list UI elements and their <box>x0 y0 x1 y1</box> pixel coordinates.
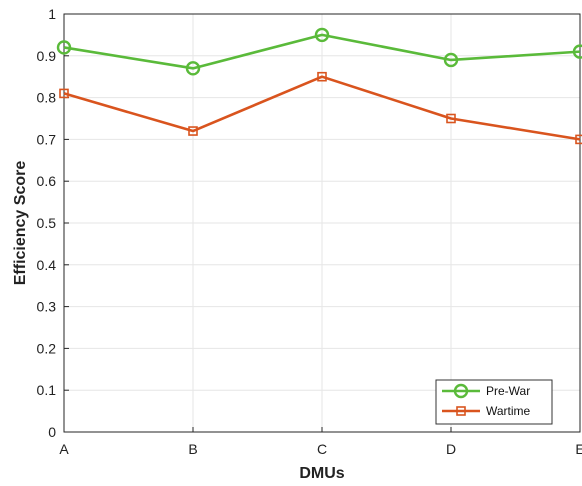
legend-marker <box>456 406 466 416</box>
y-tick-label: 0.2 <box>37 340 57 356</box>
series-wartime <box>59 71 582 145</box>
y-tick-label: 0.7 <box>37 131 57 147</box>
y-tick-label: 0.6 <box>37 173 57 189</box>
chart-legend: Pre-War Wartime <box>435 379 553 425</box>
x-axis-title: DMUs <box>299 465 344 482</box>
y-tick-label: 0.3 <box>37 299 57 315</box>
grid-lines <box>64 14 580 432</box>
legend-marker <box>453 383 469 399</box>
series-pre-war <box>56 27 582 76</box>
y-tick-label: 0 <box>48 424 56 440</box>
y-axis-title: Efficiency Score <box>12 161 29 286</box>
series-line <box>63 33 581 70</box>
legend-label: Pre-War <box>486 384 530 398</box>
y-tick-label: 0.1 <box>37 382 57 398</box>
x-tick-label: E <box>575 441 582 457</box>
data-point-circle <box>185 61 201 76</box>
y-tick-label: 0.8 <box>37 90 57 106</box>
x-tick-label: A <box>59 441 69 457</box>
x-tick-label: B <box>188 441 197 457</box>
axis-ticks: 0 0.1 0.2 0.3 0.4 0.5 0.6 0.7 0.8 0.9 1 A B C D E <box>37 6 582 457</box>
data-point-circle <box>443 52 459 68</box>
data-point-circle <box>56 40 72 55</box>
data-point-square <box>575 134 582 145</box>
series-line <box>63 75 581 141</box>
data-point-square <box>59 88 69 99</box>
data-point-square <box>446 113 456 124</box>
legend-label: Wartime <box>486 404 531 418</box>
x-tick-label: D <box>446 441 456 457</box>
y-tick-label: 0.5 <box>37 215 57 231</box>
data-point-square <box>317 71 327 82</box>
data-point-circle <box>314 27 330 43</box>
y-tick-label: 1 <box>48 6 56 22</box>
data-point-square <box>188 126 198 136</box>
data-point-circle <box>572 44 582 59</box>
data-series <box>56 27 582 145</box>
y-tick-label: 0.4 <box>37 257 57 273</box>
x-tick-label: C <box>317 441 327 457</box>
y-tick-label: 0.9 <box>37 48 57 64</box>
